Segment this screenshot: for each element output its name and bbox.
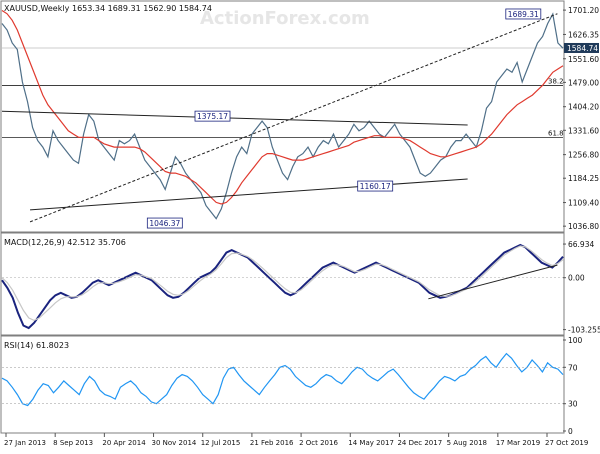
chart-ohlc: 1653.34 1689.31 1562.90 1584.74 xyxy=(72,4,212,13)
x-tick-label: 17 Mar 2019 xyxy=(496,439,540,447)
current-price-label: 1584.74 xyxy=(567,44,598,53)
price-ytick-label: 1701.20 xyxy=(568,6,599,15)
price-ytick-label: 1036.80 xyxy=(568,222,599,231)
watermark: ActionForex.com xyxy=(200,8,370,29)
price-ytick-label: 1404.20 xyxy=(568,103,599,112)
rsi-ytick-label: 30 xyxy=(568,400,578,409)
price-annotation-box xyxy=(146,217,183,229)
price-ytick-label: 1256.80 xyxy=(568,151,599,160)
price-annotation-label: 1160.17 xyxy=(360,182,391,191)
macd-series-macd xyxy=(1,243,564,330)
price-annotation-label: 1046.37 xyxy=(149,219,180,228)
x-tick-label: 24 Dec 2017 xyxy=(397,439,442,447)
rsi-panel-frame xyxy=(0,335,565,434)
price-ytick-label: 1551.60 xyxy=(568,55,599,64)
fib-label: 38.2 xyxy=(548,77,564,85)
price-trendline xyxy=(1,110,468,126)
fib-label: 61.8 xyxy=(548,129,564,137)
x-tick-label: 21 Feb 2016 xyxy=(250,439,294,447)
macd-series-signal xyxy=(1,245,564,322)
price-annotation-label: 1689.31 xyxy=(508,10,539,19)
price-panel-frame xyxy=(0,0,565,233)
x-tick-label: 8 Sep 2013 xyxy=(53,439,93,447)
x-tick-label: 20 Apr 2014 xyxy=(102,439,146,447)
price-series-price xyxy=(1,12,564,220)
price-ytick-label: 1109.40 xyxy=(568,199,599,208)
rsi-ytick-label: 0 xyxy=(568,427,573,436)
price-annotation-box xyxy=(194,110,231,122)
price-annotation-box xyxy=(505,8,542,20)
x-tick-label: 14 May 2017 xyxy=(348,439,394,447)
chart-symbol: XAUUSD,Weekly xyxy=(4,4,70,13)
rsi-label: RSI(14) 61.8023 xyxy=(4,341,69,350)
rsi-series-rsi xyxy=(1,352,564,407)
macd-panel-frame xyxy=(0,232,565,336)
x-tick-label: 27 Oct 2019 xyxy=(545,439,588,447)
price-ytick-label: 1184.25 xyxy=(568,174,599,183)
macd-trendline xyxy=(428,264,558,300)
macd-ytick-label: 0.00 xyxy=(568,274,585,283)
price-ytick-label: 1331.60 xyxy=(568,126,599,135)
macd-label: MACD(12,26,9) 42.512 35.706 xyxy=(4,238,126,247)
x-tick-label: 2 Oct 2016 xyxy=(299,439,338,447)
rsi-ytick-label: 70 xyxy=(568,363,578,372)
price-annotation-box xyxy=(357,180,394,192)
macd-ytick-label: -103.255 xyxy=(568,326,600,335)
x-tick-label: 30 Nov 2014 xyxy=(152,439,197,447)
x-tick-label: 5 Aug 2018 xyxy=(447,439,487,447)
price-trendline xyxy=(30,178,468,211)
x-tick-label: 27 Jan 2013 xyxy=(4,439,46,447)
x-tick-label: 12 Jul 2015 xyxy=(201,439,241,447)
price-trendline xyxy=(29,13,558,223)
price-annotation-label: 1375.17 xyxy=(197,112,228,121)
price-series-sma xyxy=(1,9,564,205)
price-ytick-label: 1626.35 xyxy=(568,30,599,39)
price-ytick-label: 1479.00 xyxy=(568,78,599,87)
current-price-tag xyxy=(564,42,599,53)
macd-ytick-label: 66.934 xyxy=(568,240,594,249)
rsi-ytick-label: 100 xyxy=(568,336,583,345)
